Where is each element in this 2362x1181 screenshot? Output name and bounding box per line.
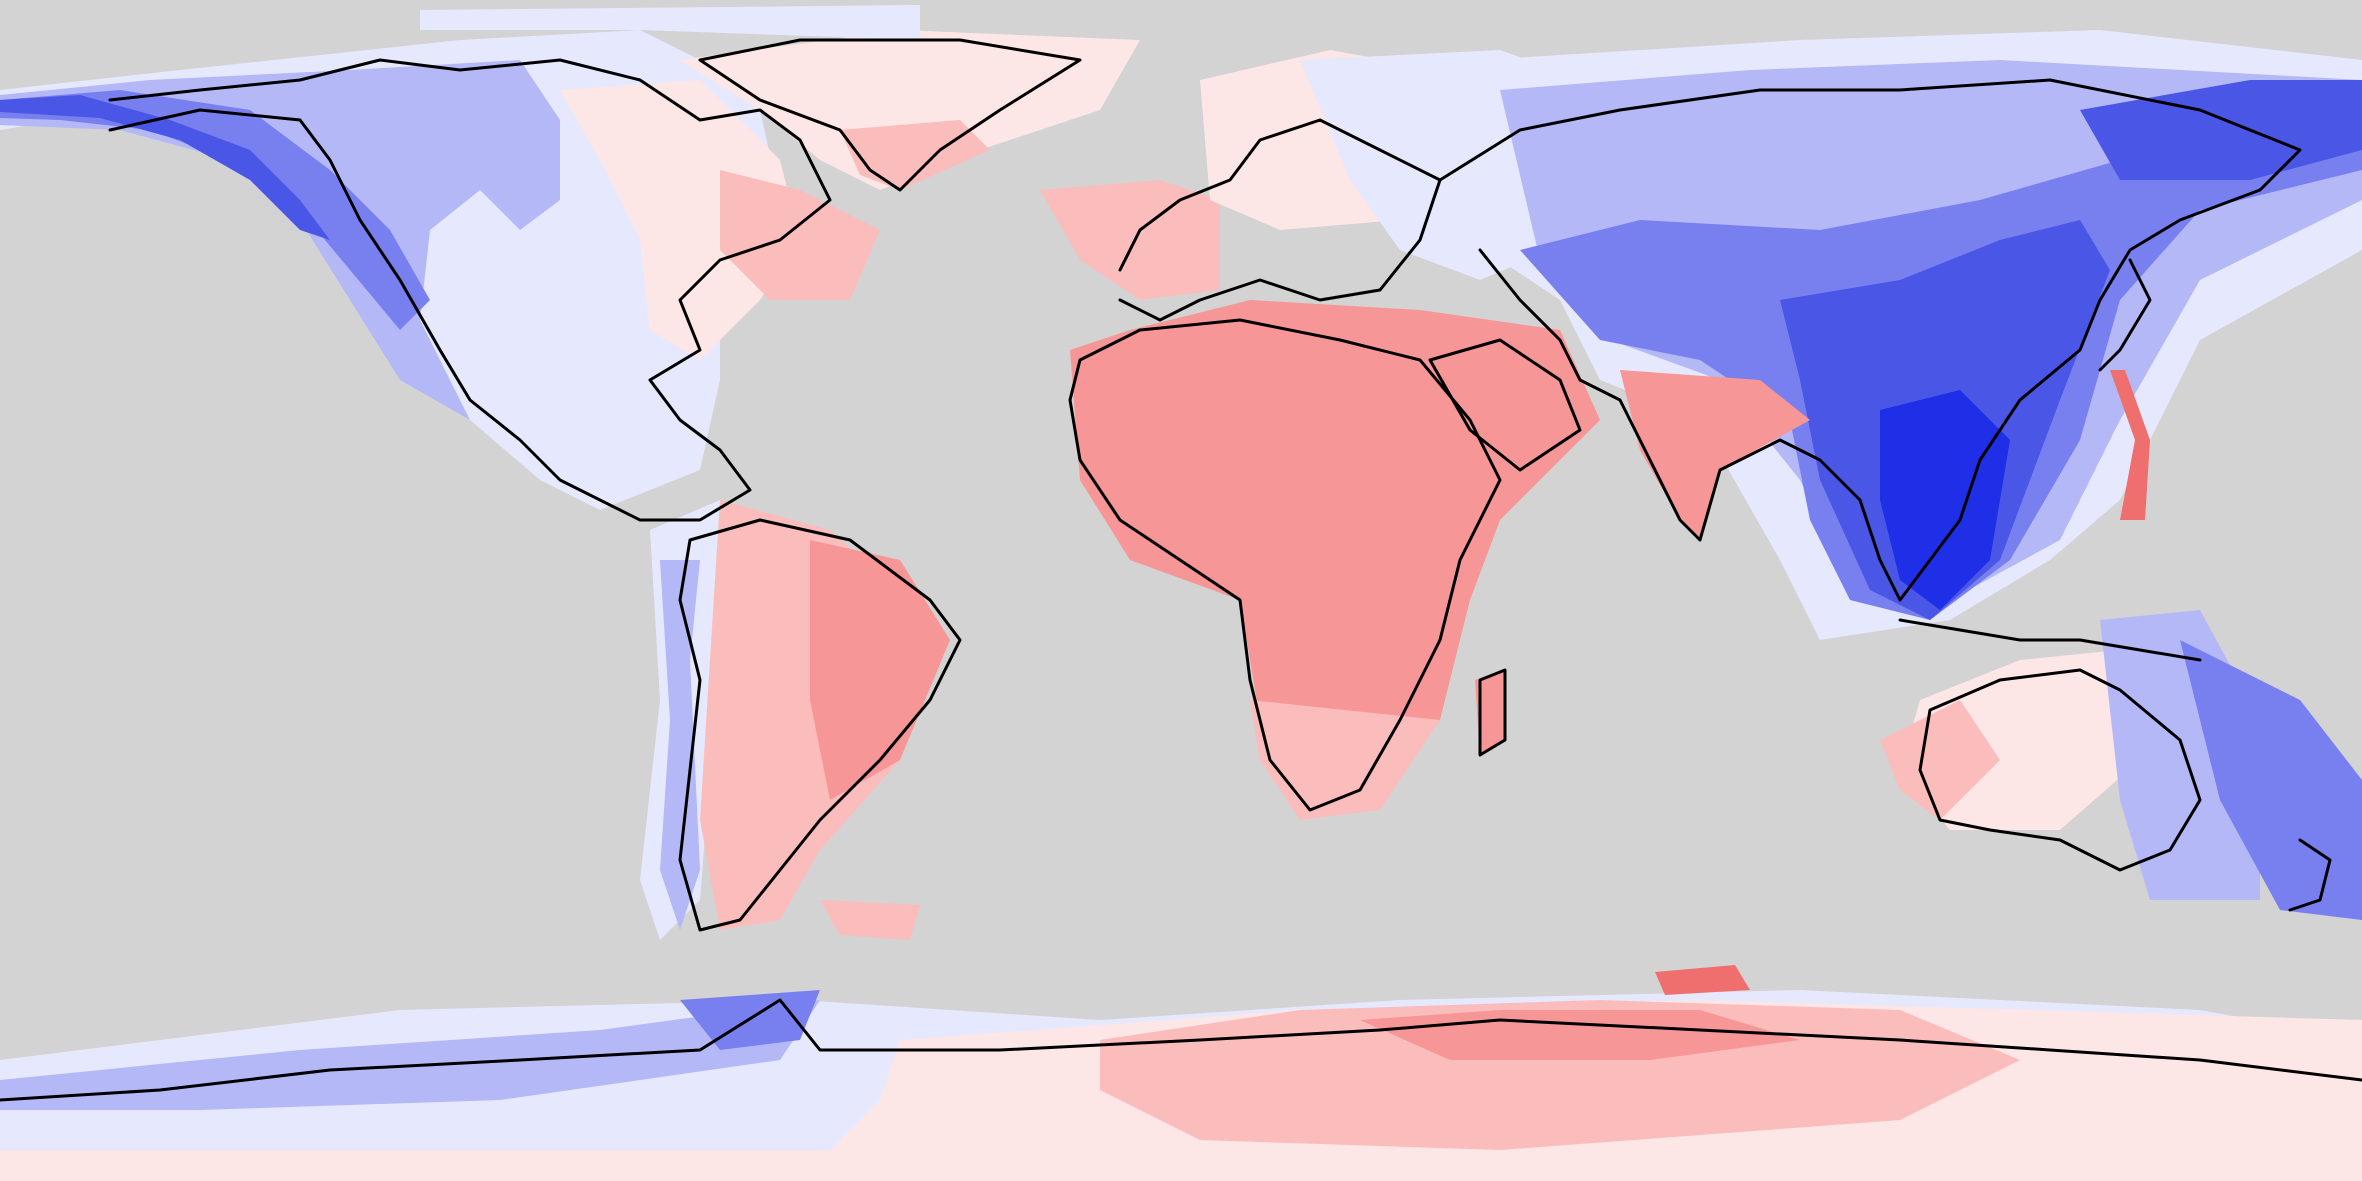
field-andes-blue [660, 560, 700, 930]
coast-south-america [678, 518, 962, 932]
field-arctic-strip [420, 5, 920, 40]
coast-new-zealand [2288, 838, 2332, 912]
coast-antarctica [0, 998, 2362, 1102]
field-north-america-light [0, 60, 560, 420]
coastlines [0, 38, 2362, 1102]
coast-arabia [1428, 338, 1582, 472]
field-brazil-mid [810, 540, 950, 800]
coast-asia [1438, 78, 2302, 602]
field-indian-ocean-pink [1655, 965, 1750, 995]
coast-australia [1918, 668, 2202, 872]
field-greenland-light [840, 120, 990, 190]
field-bottom-strip [0, 1150, 2362, 1181]
field-north-atlantic-pink [1040, 180, 1220, 300]
field-greenland [680, 30, 1140, 190]
coast-madagascar [1478, 668, 1507, 757]
coast-africa [1068, 318, 1502, 812]
field-siberia-dark [2080, 80, 2362, 180]
coast-greenland [698, 38, 1082, 192]
field-east-coast-pink [720, 170, 880, 300]
field-madagascar [1475, 670, 1505, 755]
coast-indonesia [1898, 618, 2202, 662]
field-north-america-dark [0, 95, 330, 240]
coast-japan [2098, 258, 2152, 372]
field-australia-light [1880, 700, 2000, 820]
field-se-asia-strong [1880, 390, 2010, 610]
field-patagonia-pink [820, 900, 920, 940]
field-antarctica-west-blue [0, 1000, 820, 1110]
field-pacific-trench [2110, 370, 2150, 520]
field-canada-pink [560, 80, 800, 360]
coast-north-america [108, 58, 832, 522]
field-south-africa-light [1250, 700, 1440, 820]
